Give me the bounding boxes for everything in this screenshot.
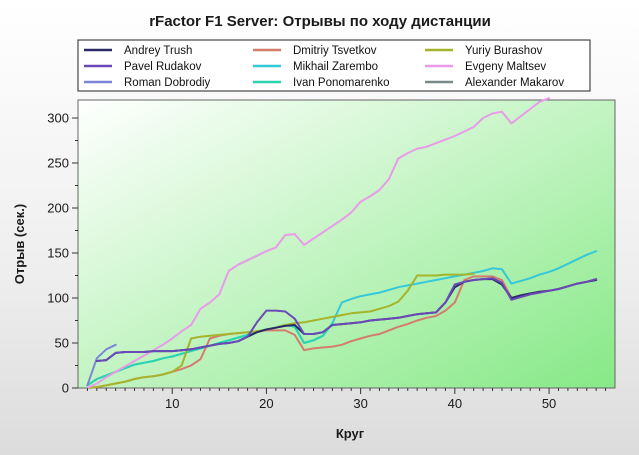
y-tick-label-1: 50 <box>55 336 69 351</box>
x-tick-label-3: 40 <box>448 396 462 411</box>
x-axis-title: Круг <box>336 426 365 441</box>
x-tick-label-4: 50 <box>542 396 556 411</box>
x-tick-label-1: 20 <box>259 396 273 411</box>
series-layer <box>86 97 598 389</box>
y-tick-label-3: 150 <box>47 246 69 261</box>
legend-label-evgeny-maltsev: Evgeny Maltsev <box>465 61 546 73</box>
y-tick-label-5: 250 <box>47 156 69 171</box>
chart-title: rFactor F1 Server: Отрывы по ходу дистан… <box>149 13 491 30</box>
legend-label-pavel-rudakov: Pavel Rudakov <box>124 61 202 73</box>
legend-label-yuriy-burashov: Yuriy Burashov <box>465 45 543 57</box>
x-axis: 10 20 30 40 50 <box>86 388 607 411</box>
legend: Andrey Trush Pavel Rudakov Roman Dobrodiy D… <box>77 39 591 92</box>
y-axis-title: Отрыв (сек.) <box>12 204 27 284</box>
series-line-evgeny-maltsev <box>86 97 551 389</box>
series-line-pavel-rudakov <box>95 277 598 362</box>
legend-label-mikhail-zarembo: Mikhail Zarembo <box>293 61 378 73</box>
legend-label-ivan-ponomarenko: Ivan Ponomarenko <box>293 77 390 89</box>
legend-label-andrey-trush: Andrey Trush <box>124 45 192 57</box>
y-tick-label-2: 100 <box>47 291 69 306</box>
y-axis: 0 50 100 150 200 250 300 <box>47 111 78 396</box>
plot-area <box>77 99 616 389</box>
y-tick-label-6: 300 <box>47 111 69 126</box>
series-line-roman-dobrodiy <box>86 343 117 387</box>
legend-label-alexander-makarov: Alexander Makarov <box>465 77 564 89</box>
x-tick-label-0: 10 <box>165 396 179 411</box>
legend-label-roman-dobrodiy: Roman Dobrodiy <box>124 77 211 89</box>
y-tick-label-4: 200 <box>47 201 69 216</box>
legend-box <box>77 39 591 92</box>
y-tick-label-0: 0 <box>62 381 69 396</box>
x-tick-label-2: 30 <box>353 396 367 411</box>
legend-label-dmitriy-tsvetkov: Dmitriy Tsvetkov <box>293 45 377 57</box>
